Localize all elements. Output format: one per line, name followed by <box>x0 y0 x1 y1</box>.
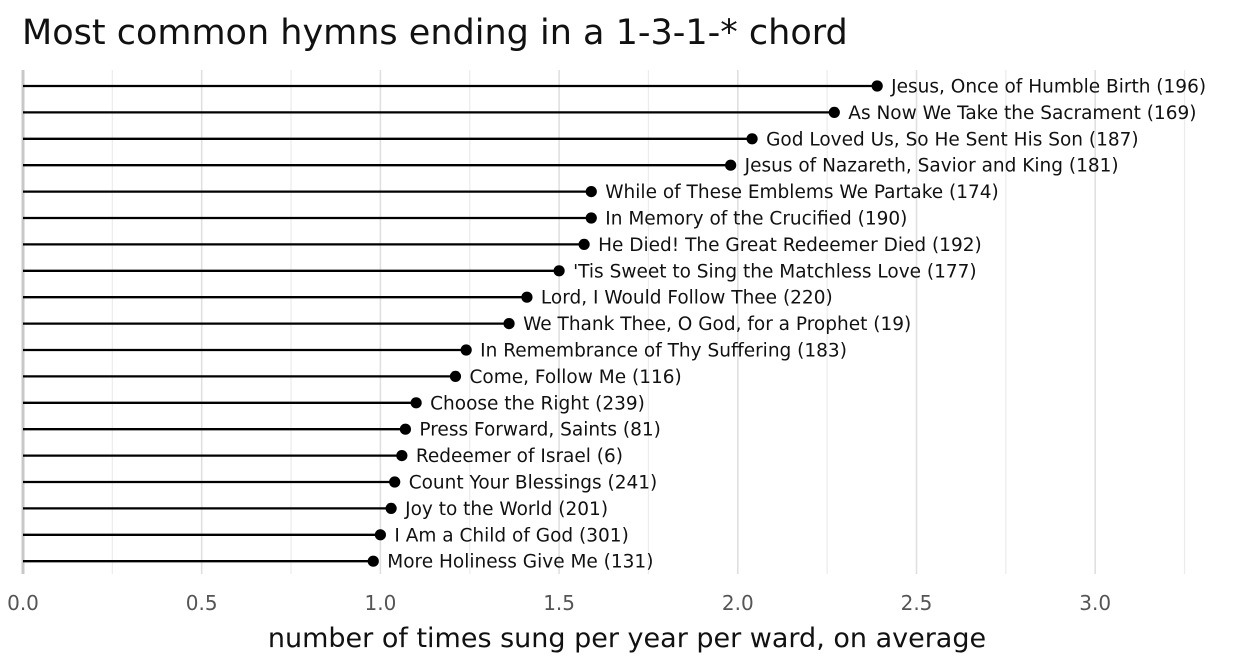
lollipop-point <box>578 238 590 250</box>
lollipop-point <box>389 476 401 488</box>
lollipop-point <box>374 529 386 541</box>
hymn-label: 'Tis Sweet to Sing the Matchless Love (1… <box>573 261 977 282</box>
hymn-label: Jesus, Once of Humble Birth (196) <box>890 77 1206 98</box>
hymn-label: Press Forward, Saints (81) <box>419 420 660 441</box>
lollipop-point <box>553 265 565 277</box>
hymn-label: Count Your Blessings (241) <box>409 473 658 494</box>
hymn-label: I Am a Child of God (301) <box>394 525 628 546</box>
lollipop-point <box>399 423 412 435</box>
hymn-label: God Loved Us, So He Sent His Son (187) <box>766 129 1139 150</box>
hymn-label: Choose the Right (239) <box>430 393 645 414</box>
hymn-label: Redeemer of Israel (6) <box>416 446 623 467</box>
hymn-label: Come, Follow Me (116) <box>469 367 681 388</box>
x-tick-label: 0.5 <box>186 591 218 615</box>
hymn-label: As Now We Take the Sacrament (169) <box>848 103 1196 124</box>
lollipop-point <box>503 318 515 330</box>
grid-lines <box>21 70 1186 574</box>
hymn-label: Joy to the World (201) <box>404 499 608 520</box>
lollipop-point <box>367 555 379 567</box>
hymn-label: Lord, I Would Follow Thee (220) <box>541 288 833 309</box>
lollipop-point <box>828 106 840 118</box>
x-axis-ticks: 0.0 0.5 1.0 1.5 2.0 2.5 3.0 <box>7 591 1111 615</box>
lollipop-point <box>585 212 597 224</box>
lollipop-point <box>396 450 408 462</box>
x-axis-label: number of times sung per year per ward, … <box>268 623 986 654</box>
lollipop-point <box>460 344 472 356</box>
x-tick-label: 2.0 <box>722 591 754 615</box>
lollipop-point <box>385 502 397 514</box>
x-tick-label: 3.0 <box>1079 591 1111 615</box>
hymn-label: While of These Emblems We Partake (174) <box>605 182 999 203</box>
hymn-label: Jesus of Nazareth, Savior and King (181) <box>744 156 1119 177</box>
chart-title: Most common hymns ending in a 1-3-1-* ch… <box>22 13 848 53</box>
x-tick-label: 0.0 <box>7 591 39 615</box>
x-tick-label: 1.0 <box>364 591 396 615</box>
hymn-label: More Holiness Give Me (131) <box>387 552 653 573</box>
lollipop-point <box>746 133 758 145</box>
lollipop-point <box>585 186 597 198</box>
lollipop-point <box>871 80 883 92</box>
lollipop-point <box>449 370 462 382</box>
hymn-label: He Died! The Great Redeemer Died (192) <box>598 235 982 256</box>
lollipop-point <box>725 159 737 171</box>
hymn-label: In Remembrance of Thy Suffering (183) <box>480 341 847 362</box>
x-tick-label: 1.5 <box>543 591 575 615</box>
hymn-labels: Jesus, Once of Humble Birth (196) As Now … <box>387 77 1206 573</box>
lollipop-point <box>410 397 422 409</box>
lollipop-point <box>521 291 533 303</box>
lollipop-stems <box>23 80 883 567</box>
hymn-label: In Memory of the Crucified (190) <box>605 209 907 230</box>
x-tick-label: 2.5 <box>901 591 933 615</box>
hymn-label: We Thank Thee, O God, for a Prophet (19) <box>523 314 911 335</box>
